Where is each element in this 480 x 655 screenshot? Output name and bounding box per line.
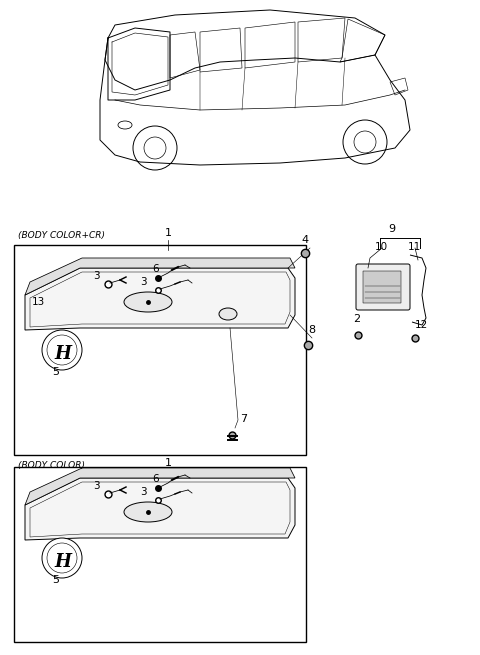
Text: 9: 9 [388, 224, 396, 234]
Text: 1: 1 [165, 228, 171, 238]
Text: 3: 3 [140, 487, 146, 497]
Text: H: H [54, 345, 71, 363]
Text: 4: 4 [301, 235, 309, 245]
Circle shape [42, 538, 82, 578]
Text: 2: 2 [353, 314, 360, 324]
Text: 6: 6 [152, 264, 158, 274]
Ellipse shape [124, 502, 172, 522]
Text: 1: 1 [165, 458, 171, 468]
Text: (BODY COLOR): (BODY COLOR) [18, 461, 85, 470]
Bar [14, 245, 306, 455]
Text: 5: 5 [52, 367, 59, 377]
Text: H: H [54, 553, 71, 571]
Text: 10: 10 [375, 242, 388, 252]
Text: 6: 6 [152, 474, 158, 484]
Ellipse shape [124, 292, 172, 312]
Bar [363, 271, 401, 303]
Text: (BODY COLOR+CR): (BODY COLOR+CR) [18, 231, 105, 240]
Text: 3: 3 [93, 271, 100, 281]
Text: 3: 3 [93, 481, 100, 491]
Ellipse shape [219, 308, 237, 320]
Polygon shape [25, 268, 295, 330]
Text: 3: 3 [140, 277, 146, 287]
Polygon shape [25, 468, 295, 505]
Text: 12: 12 [415, 320, 428, 330]
Circle shape [42, 330, 82, 370]
Polygon shape [25, 478, 295, 540]
Bar [14, 467, 306, 642]
Text: 13: 13 [32, 297, 45, 307]
Text: 5: 5 [52, 575, 59, 585]
Polygon shape [25, 258, 295, 295]
FancyBboxPatch shape [356, 264, 410, 310]
Text: 7: 7 [240, 414, 247, 424]
Text: 11: 11 [408, 242, 421, 252]
Text: 8: 8 [308, 325, 315, 335]
